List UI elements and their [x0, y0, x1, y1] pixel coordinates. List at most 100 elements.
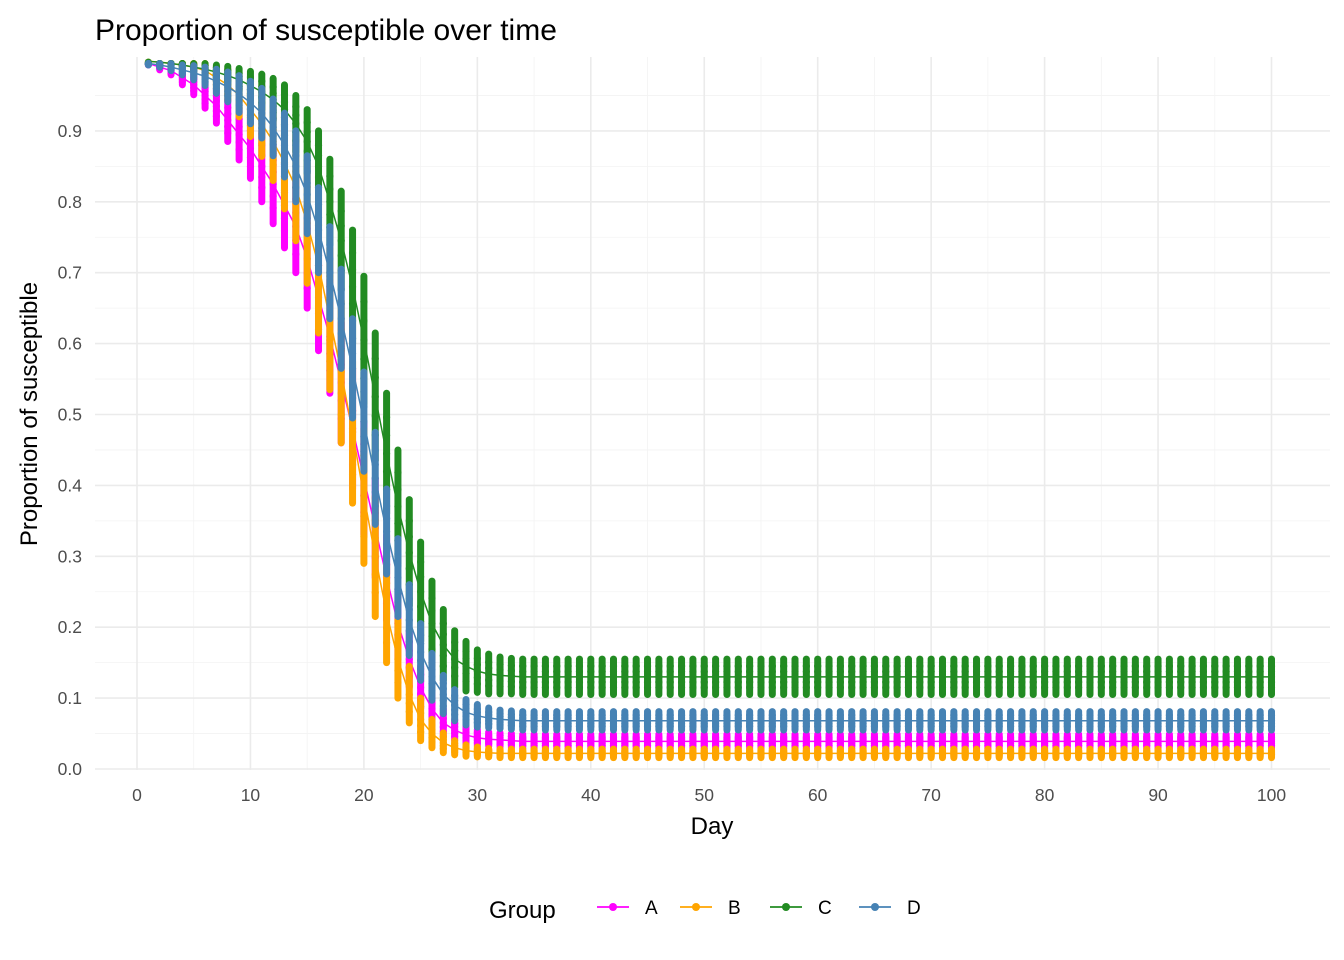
data-point-B: [950, 747, 958, 755]
data-point-C: [836, 667, 844, 676]
data-point-D: [1211, 711, 1219, 719]
data-point-A: [859, 733, 867, 741]
data-point-C: [462, 677, 470, 685]
data-point-B: [1006, 747, 1015, 755]
data-point-A: [212, 112, 221, 120]
data-point-D: [575, 711, 584, 719]
data-point-D: [859, 711, 867, 719]
data-point-C: [746, 662, 754, 670]
data-point-D: [836, 711, 844, 719]
data-point-C: [893, 683, 901, 692]
data-point-D: [360, 417, 368, 426]
data-point-C: [621, 683, 629, 692]
data-point-B: [1075, 747, 1083, 755]
data-point-C: [371, 374, 379, 382]
data-point-C: [598, 667, 606, 676]
data-point-C: [553, 662, 561, 670]
data-point-C: [1211, 662, 1219, 670]
data-point-D: [405, 616, 413, 624]
data-point-D: [144, 59, 152, 68]
data-point-B: [405, 690, 413, 699]
data-point-C: [269, 83, 277, 91]
data-point-B: [280, 186, 289, 195]
data-point-D: [348, 349, 357, 358]
x-tick-label: 30: [468, 785, 488, 805]
data-point-C: [734, 683, 742, 692]
data-point-C: [643, 683, 652, 692]
data-point-C: [1256, 667, 1264, 676]
data-point-D: [587, 711, 595, 719]
legend-marker-A: [609, 903, 617, 911]
data-point-C: [711, 662, 720, 670]
data-point-D: [814, 711, 822, 719]
data-point-B: [417, 709, 425, 717]
data-point-C: [1063, 673, 1071, 681]
data-point-B: [371, 570, 379, 578]
data-point-C: [371, 412, 379, 420]
data-point-C: [927, 667, 935, 676]
data-point-B: [417, 722, 425, 730]
data-point-B: [382, 609, 391, 617]
data-point-C: [1041, 662, 1049, 670]
data-point-A: [1052, 733, 1060, 741]
data-point-C: [621, 662, 629, 670]
data-point-D: [371, 488, 379, 496]
data-point-C: [734, 678, 742, 686]
data-point-C: [723, 662, 731, 670]
data-point-B: [961, 747, 969, 755]
data-point-C: [1086, 667, 1094, 676]
data-point-C: [1199, 673, 1208, 681]
data-point-D: [1154, 711, 1162, 719]
x-axis-title: Day: [691, 813, 734, 840]
data-point-B: [337, 410, 345, 419]
data-point-C: [405, 517, 413, 525]
data-point-C: [791, 673, 799, 681]
data-point-C: [1120, 662, 1128, 670]
data-point-C: [1211, 667, 1219, 676]
data-point-C: [439, 620, 447, 628]
data-point-C: [519, 673, 527, 681]
data-point-D: [258, 102, 266, 110]
data-point-C: [564, 678, 572, 686]
data-point-A: [1211, 733, 1219, 741]
data-point-C: [439, 641, 447, 649]
data-point-D: [405, 627, 413, 635]
data-point-C: [530, 662, 538, 670]
legend-item-A: A: [597, 898, 658, 919]
data-point-B: [1256, 747, 1264, 755]
data-point-A: [224, 129, 232, 137]
data-point-D: [462, 701, 470, 709]
data-point-D: [382, 527, 391, 536]
data-point-D: [303, 179, 311, 187]
data-point-C: [507, 667, 515, 675]
data-point-C: [802, 662, 810, 670]
data-point-A: [496, 732, 504, 740]
data-point-A: [984, 733, 992, 741]
data-point-D: [337, 344, 345, 353]
data-point-C: [768, 662, 776, 670]
data-point-C: [473, 680, 481, 688]
data-point-C: [916, 683, 924, 692]
data-point-C: [734, 662, 742, 670]
data-point-C: [292, 103, 300, 111]
data-point-C: [689, 667, 697, 676]
data-point-C: [1233, 683, 1242, 692]
data-point-A: [711, 733, 720, 741]
data-point-C: [791, 662, 799, 670]
data-point-B: [904, 747, 913, 755]
data-point-C: [950, 667, 958, 676]
data-point-C: [428, 632, 436, 641]
data-point-B: [802, 747, 810, 755]
data-point-D: [235, 90, 243, 98]
data-point-C: [791, 667, 799, 676]
data-point-C: [609, 683, 618, 692]
data-point-A: [757, 733, 765, 741]
data-point-C: [734, 667, 742, 676]
data-point-D: [394, 585, 402, 593]
data-point-D: [417, 639, 425, 648]
legend-item-D: D: [859, 898, 921, 919]
data-point-C: [451, 664, 459, 672]
data-point-D: [314, 201, 323, 209]
data-point-C: [609, 678, 618, 686]
data-point-D: [1063, 711, 1071, 719]
